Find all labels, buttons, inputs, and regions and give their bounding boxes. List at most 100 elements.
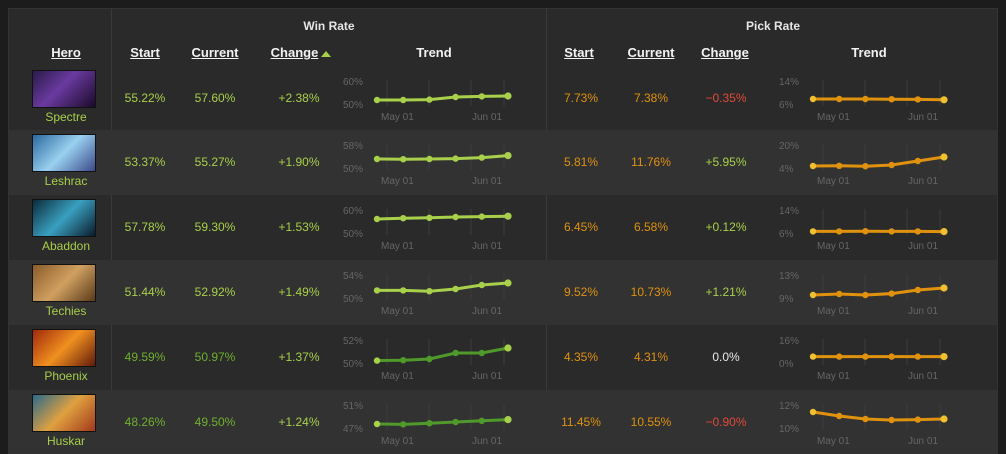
pick-trend-point[interactable] xyxy=(888,353,895,360)
pick-trend-point[interactable] xyxy=(862,415,869,423)
pick-trend-point[interactable] xyxy=(836,290,843,298)
win-trend-point[interactable] xyxy=(400,215,407,222)
hero-portrait-icon[interactable] xyxy=(32,329,96,367)
pick-trend-point[interactable] xyxy=(888,416,895,424)
win-trend-point[interactable] xyxy=(400,357,407,364)
win-trend-point[interactable] xyxy=(504,152,512,160)
pick-trend-point[interactable] xyxy=(836,353,843,360)
pick-trend-point[interactable] xyxy=(809,228,817,235)
win-trend-point[interactable] xyxy=(400,287,407,294)
table-row[interactable]: Phoenix 49.59% 50.97% +1.37% 52% 50% May 01 Jun… xyxy=(9,325,997,390)
win-trend-point[interactable] xyxy=(478,349,485,357)
win-trend-point[interactable] xyxy=(452,418,459,426)
hero-portrait-icon[interactable] xyxy=(32,70,96,108)
win-trend-point[interactable] xyxy=(504,416,512,424)
hero-name[interactable]: Spectre xyxy=(45,110,87,124)
pick-trend-point[interactable] xyxy=(914,286,921,294)
win-trend-point[interactable] xyxy=(504,344,512,352)
win-trend-point[interactable] xyxy=(478,417,485,424)
win-trend-point[interactable] xyxy=(373,420,381,428)
win-trend-point[interactable] xyxy=(452,93,459,101)
win-trend-point[interactable] xyxy=(478,281,485,289)
win-trend-point[interactable] xyxy=(504,92,512,100)
pick-trend-point[interactable] xyxy=(809,353,817,360)
hero-name[interactable]: Techies xyxy=(45,304,87,318)
hero-cell[interactable]: Phoenix xyxy=(24,325,108,390)
hero-name[interactable]: Abaddon xyxy=(41,239,91,253)
pick-trend-point[interactable] xyxy=(836,228,843,235)
pick-trend-point[interactable] xyxy=(862,95,869,103)
pick-trend-point[interactable] xyxy=(914,96,921,103)
pick-trend-point[interactable] xyxy=(809,408,817,416)
pick-trend-point[interactable] xyxy=(862,291,869,299)
pick-trend-point[interactable] xyxy=(940,153,948,161)
win-trend-point[interactable] xyxy=(426,214,433,221)
win-trend-point[interactable] xyxy=(452,155,459,162)
table-row[interactable]: Abaddon 57.78% 59.30% +1.53% 60% 50% May 01 Jun… xyxy=(9,195,997,260)
win-trend-point[interactable] xyxy=(400,96,407,104)
pick-trend-point[interactable] xyxy=(862,163,869,170)
hero-portrait-icon[interactable] xyxy=(32,394,96,432)
pick-trend-point[interactable] xyxy=(862,228,869,235)
pick-trend-point[interactable] xyxy=(914,228,921,235)
hero-cell[interactable]: Abaddon xyxy=(24,195,108,260)
col-header-hero[interactable]: Hero xyxy=(51,45,81,60)
win-trend-point[interactable] xyxy=(373,155,381,163)
hero-name[interactable]: Huskar xyxy=(46,434,85,448)
col-header-pick-change[interactable]: Change xyxy=(701,45,749,60)
hero-cell[interactable]: Huskar xyxy=(24,390,108,453)
win-trend-point[interactable] xyxy=(426,420,433,427)
pick-trend-point[interactable] xyxy=(809,162,817,170)
pick-trend-point[interactable] xyxy=(888,96,895,103)
win-trend-point[interactable] xyxy=(373,357,381,364)
pick-trend-point[interactable] xyxy=(836,162,843,169)
win-trend-point[interactable] xyxy=(452,349,459,357)
win-trend-point[interactable] xyxy=(373,215,381,223)
pick-trend-point[interactable] xyxy=(862,353,869,360)
win-trend-point[interactable] xyxy=(426,288,433,295)
win-trend-point[interactable] xyxy=(426,96,433,103)
col-header-pick-current[interactable]: Current xyxy=(627,45,675,60)
win-trend-point[interactable] xyxy=(373,287,381,294)
win-trend-point[interactable] xyxy=(452,285,459,293)
pick-trend-point[interactable] xyxy=(914,416,921,423)
win-trend-point[interactable] xyxy=(478,213,485,220)
pick-trend-point[interactable] xyxy=(940,415,948,423)
pick-trend-point[interactable] xyxy=(888,290,895,297)
win-trend-point[interactable] xyxy=(426,355,433,363)
win-trend-point[interactable] xyxy=(400,156,407,163)
pick-trend-point[interactable] xyxy=(914,353,921,360)
hero-portrait-icon[interactable] xyxy=(32,199,96,237)
pick-trend-point[interactable] xyxy=(809,291,817,299)
win-trend-point[interactable] xyxy=(504,279,512,287)
col-header-win-current[interactable]: Current xyxy=(191,45,239,60)
pick-trend-point[interactable] xyxy=(836,412,843,420)
hero-name[interactable]: Phoenix xyxy=(44,369,88,383)
win-trend-point[interactable] xyxy=(478,154,485,161)
hero-name[interactable]: Leshrac xyxy=(44,174,88,188)
col-header-pick-start[interactable]: Start xyxy=(564,45,594,60)
pick-trend-point[interactable] xyxy=(888,228,895,235)
hero-portrait-icon[interactable] xyxy=(32,264,96,302)
table-row[interactable]: Huskar 48.26% 49.50% +1.24% 51% 47% May 01 Jun … xyxy=(9,390,997,453)
win-trend-point[interactable] xyxy=(400,421,407,428)
pick-trend-point[interactable] xyxy=(940,96,948,104)
win-trend-point[interactable] xyxy=(478,93,485,100)
table-row[interactable]: Spectre 55.22% 57.60% +2.38% 60% 50% May 01 Jun… xyxy=(9,66,997,131)
hero-cell[interactable]: Leshrac xyxy=(24,130,108,195)
hero-cell[interactable]: Techies xyxy=(24,260,108,325)
table-row[interactable]: Leshrac 53.37% 55.27% +1.90% 58% 50% May 01 Jun… xyxy=(9,130,997,195)
col-header-win-start[interactable]: Start xyxy=(130,45,160,60)
win-trend-point[interactable] xyxy=(426,155,433,163)
pick-trend-point[interactable] xyxy=(940,353,948,361)
win-trend-point[interactable] xyxy=(504,212,512,220)
pick-trend-point[interactable] xyxy=(809,95,817,103)
pick-trend-point[interactable] xyxy=(914,157,921,165)
pick-trend-point[interactable] xyxy=(940,228,948,236)
col-header-win-change[interactable]: Change xyxy=(261,45,341,60)
table-row[interactable]: Techies 51.44% 52.92% +1.49% 54% 50% May 01 Jun… xyxy=(9,260,997,325)
hero-portrait-icon[interactable] xyxy=(32,134,96,172)
win-trend-point[interactable] xyxy=(452,213,459,221)
win-trend-point[interactable] xyxy=(373,96,381,104)
pick-trend-point[interactable] xyxy=(836,95,843,103)
